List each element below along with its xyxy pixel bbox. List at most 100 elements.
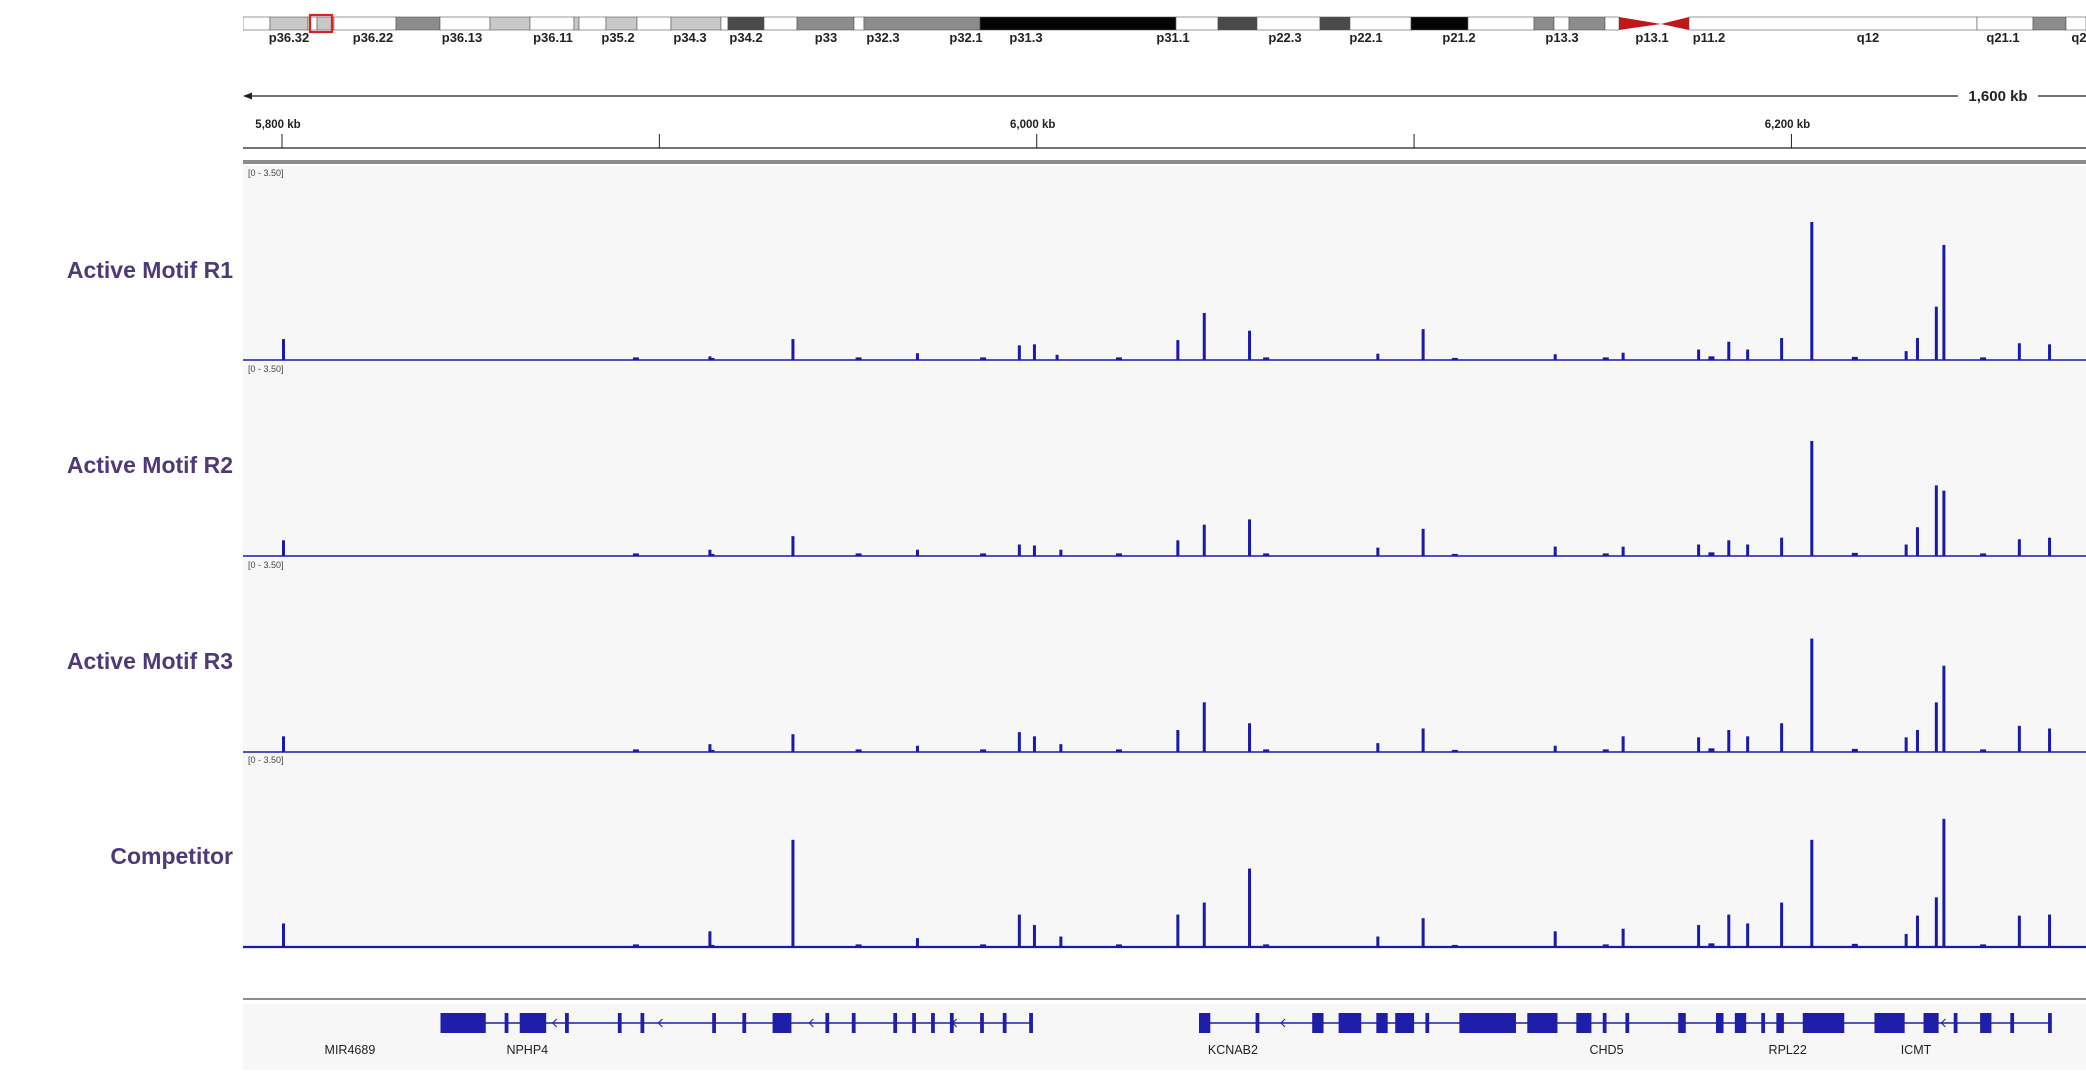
track-name-active-motif-r3[interactable]: Active Motif R3 <box>66 648 233 674</box>
band-p21-2[interactable] <box>1349 16 1412 31</box>
band-p32-1[interactable] <box>853 16 865 31</box>
gene-exon[interactable] <box>825 1013 830 1033</box>
band-p33[interactable] <box>727 16 765 31</box>
band-p35-3[interactable] <box>573 16 580 31</box>
signal-track-active-motif-r2[interactable]: [0 - 3.50] <box>243 362 2086 557</box>
gene-exon[interactable] <box>1678 1013 1686 1033</box>
current-region-marker[interactable] <box>308 13 334 34</box>
gene-exon[interactable] <box>617 1013 622 1033</box>
band-q21-1[interactable] <box>1976 16 2034 31</box>
gene-exon[interactable] <box>912 1013 916 1033</box>
band-p31-3[interactable] <box>863 16 981 31</box>
band-p11-2[interactable] <box>1604 16 1620 31</box>
gene-label-nphp4[interactable]: NPHP4 <box>506 1043 548 1057</box>
gene-exon[interactable] <box>1802 1013 1845 1033</box>
band-q11[interactable] <box>1661 17 1689 30</box>
gene-exon[interactable] <box>440 1013 486 1033</box>
band-p34-1[interactable] <box>720 16 729 31</box>
gene-exon[interactable] <box>712 1013 716 1033</box>
band-p36-22[interactable] <box>333 16 397 31</box>
band-p35-2[interactable] <box>578 16 607 31</box>
gene-exon[interactable] <box>1198 1013 1211 1033</box>
band-q21-2[interactable] <box>2032 16 2067 31</box>
band-p36-33[interactable] <box>242 16 271 31</box>
data-range-label: [0 - 3.50] <box>248 364 284 374</box>
band-p13-2[interactable] <box>1533 16 1555 31</box>
band-p13-3[interactable] <box>1467 16 1535 31</box>
gene-exon[interactable] <box>742 1013 747 1033</box>
gene-exon[interactable] <box>565 1013 569 1033</box>
band-p34-2[interactable] <box>670 16 722 31</box>
genome-svg[interactable]: p36.32 p36.22 p36.13 p36.11 p35.2 p34.3 p34.2 p… <box>242 0 2086 1070</box>
gene-label-rpl22[interactable]: RPL22 <box>1769 1043 1807 1057</box>
gene-exon[interactable] <box>931 1013 935 1033</box>
gene-annotation-track[interactable]: MIR4689NPHP4KCNAB2CHD5RPL22ICMTACOT7HES2… <box>243 998 2086 1070</box>
gene-exon[interactable] <box>640 1013 645 1033</box>
band-p32-3[interactable] <box>763 16 798 31</box>
band-p11-1[interactable] <box>1619 17 1661 30</box>
gene-label-kcnab2[interactable]: KCNAB2 <box>1208 1043 1258 1057</box>
band-p12[interactable] <box>1568 16 1606 31</box>
gene-exon[interactable] <box>1425 1013 1430 1033</box>
gene-exon[interactable] <box>893 1013 898 1033</box>
gene-exon[interactable] <box>1338 1013 1362 1033</box>
band-p31-1[interactable] <box>979 16 1177 31</box>
band-p22-3[interactable] <box>1175 16 1219 31</box>
gene-exon[interactable] <box>1255 1013 1260 1033</box>
gene-exon[interactable] <box>1602 1013 1607 1033</box>
band-p34-3[interactable] <box>636 16 672 31</box>
gene-exon[interactable] <box>519 1013 547 1033</box>
chromosome-ideogram[interactable]: p36.32 p36.22 p36.13 p36.11 p35.2 p34.3 p34.2 p… <box>242 13 2086 45</box>
signal-track-active-motif-r1[interactable]: [0 - 3.50] <box>243 166 2086 361</box>
band-p35-1[interactable] <box>605 16 638 31</box>
gene-exon[interactable] <box>980 1013 984 1033</box>
gene-label-chd5[interactable]: CHD5 <box>1590 1043 1624 1057</box>
genome-canvas[interactable]: p36.32 p36.22 p36.13 p36.11 p35.2 p34.3 p34.2 p… <box>242 0 2086 1070</box>
band-p21-3[interactable] <box>1319 16 1351 31</box>
band-q21-3[interactable] <box>2065 16 2086 31</box>
track-name-active-motif-r2[interactable]: Active Motif R2 <box>66 452 233 478</box>
track-name-active-motif-r1[interactable]: Active Motif R1 <box>66 257 233 283</box>
band-label-p13-1: p13.1 <box>1635 30 1668 45</box>
gene-exon[interactable] <box>1625 1013 1630 1033</box>
gene-exon[interactable] <box>851 1013 856 1033</box>
track-name-competitor[interactable]: Competitor <box>110 843 233 869</box>
gene-label-mir4689[interactable]: MIR4689 <box>325 1043 376 1057</box>
gene-exon[interactable] <box>1953 1013 1958 1033</box>
gene-label-icmt[interactable]: ICMT <box>1901 1043 1932 1057</box>
band-p36-11[interactable] <box>529 16 575 31</box>
gene-exon[interactable] <box>1923 1013 1939 1033</box>
gene-exon[interactable] <box>949 1013 954 1033</box>
gene-exon[interactable] <box>504 1013 509 1033</box>
gene-exon[interactable] <box>1312 1013 1324 1033</box>
gene-exon[interactable] <box>2010 1013 2015 1033</box>
gene-exon[interactable] <box>1761 1013 1766 1033</box>
gene-exon[interactable] <box>1576 1013 1592 1033</box>
signal-track-active-motif-r3[interactable]: [0 - 3.50] <box>243 558 2086 753</box>
gene-exon[interactable] <box>1776 1013 1784 1033</box>
gene-exon[interactable] <box>1376 1013 1388 1033</box>
gene-exon[interactable] <box>1527 1013 1558 1033</box>
gene-exon[interactable] <box>1002 1013 1007 1033</box>
band-q12[interactable] <box>1688 16 1978 31</box>
signal-track-competitor[interactable]: [0 - 3.50] <box>243 753 2086 949</box>
band-p36-21[interactable] <box>395 16 441 31</box>
gene-exon[interactable] <box>2048 1013 2052 1033</box>
band-p21-1[interactable] <box>1410 16 1469 31</box>
band-p36-12[interactable] <box>489 16 531 31</box>
gene-exon[interactable] <box>1874 1013 1905 1033</box>
coordinate-ruler[interactable]: 1,600 kb5,800 kb6,000 kb6,200 kb6,400 kb… <box>243 88 2086 164</box>
band-p13-1[interactable] <box>1553 16 1570 31</box>
band-p36-32[interactable] <box>269 16 309 31</box>
gene-exon[interactable] <box>1395 1013 1415 1033</box>
gene-exon[interactable] <box>1459 1013 1516 1033</box>
gene-exon[interactable] <box>1734 1013 1747 1033</box>
gene-exon[interactable] <box>1029 1013 1033 1033</box>
gene-exon[interactable] <box>1980 1013 1992 1033</box>
band-p22-1[interactable] <box>1256 16 1321 31</box>
band-p36-13[interactable] <box>439 16 491 31</box>
band-p32-2[interactable] <box>796 16 855 31</box>
gene-exon[interactable] <box>772 1013 792 1033</box>
gene-exon[interactable] <box>1715 1013 1724 1033</box>
band-p22-2[interactable] <box>1217 16 1258 31</box>
